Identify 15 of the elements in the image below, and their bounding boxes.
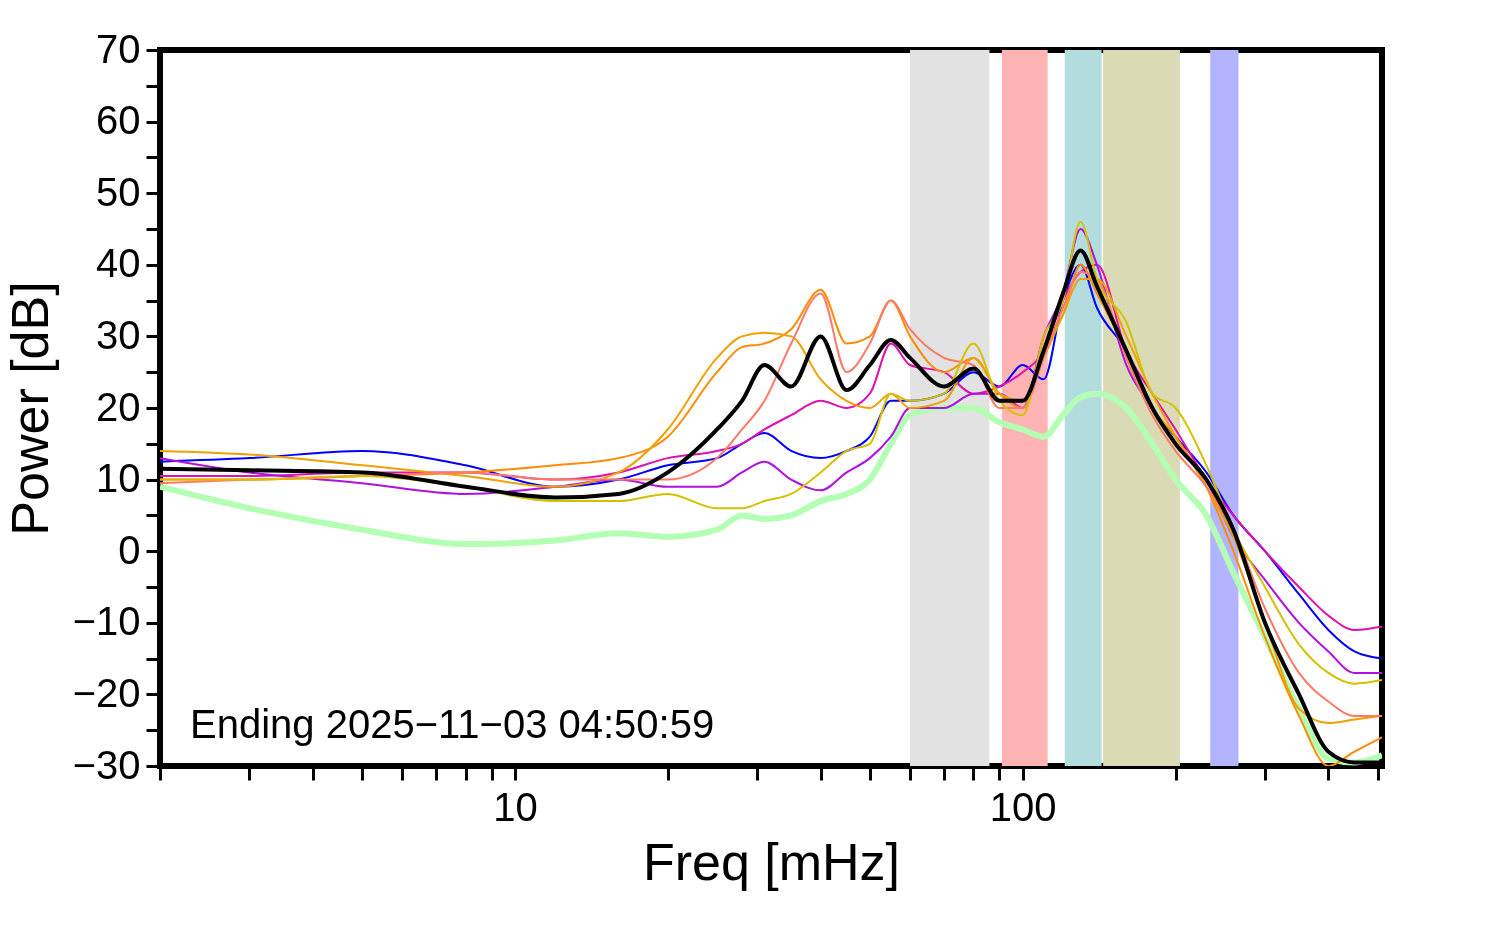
x-tick-label: 100 (989, 784, 1057, 829)
y-tick-label: −10 (72, 599, 141, 644)
x-axis-title: Freq [mHz] (642, 832, 901, 891)
y-tick-label: 10 (96, 456, 141, 501)
y-tick-label: −20 (72, 670, 141, 715)
y-tick-label: 50 (96, 169, 141, 214)
annotation: Ending 2025−11−03 04:50:59 (190, 702, 715, 746)
y-tick-label: 60 (96, 98, 141, 143)
y-tick-label: 0 (118, 527, 141, 572)
y-tick-label: 70 (96, 26, 141, 71)
y-axis-title: Power [dB] (0, 281, 59, 536)
y-tick-label: 30 (96, 312, 141, 357)
y-tick-label: 20 (96, 384, 141, 429)
y-tick-label: −30 (72, 742, 141, 787)
y-tick-label: 40 (96, 241, 141, 286)
